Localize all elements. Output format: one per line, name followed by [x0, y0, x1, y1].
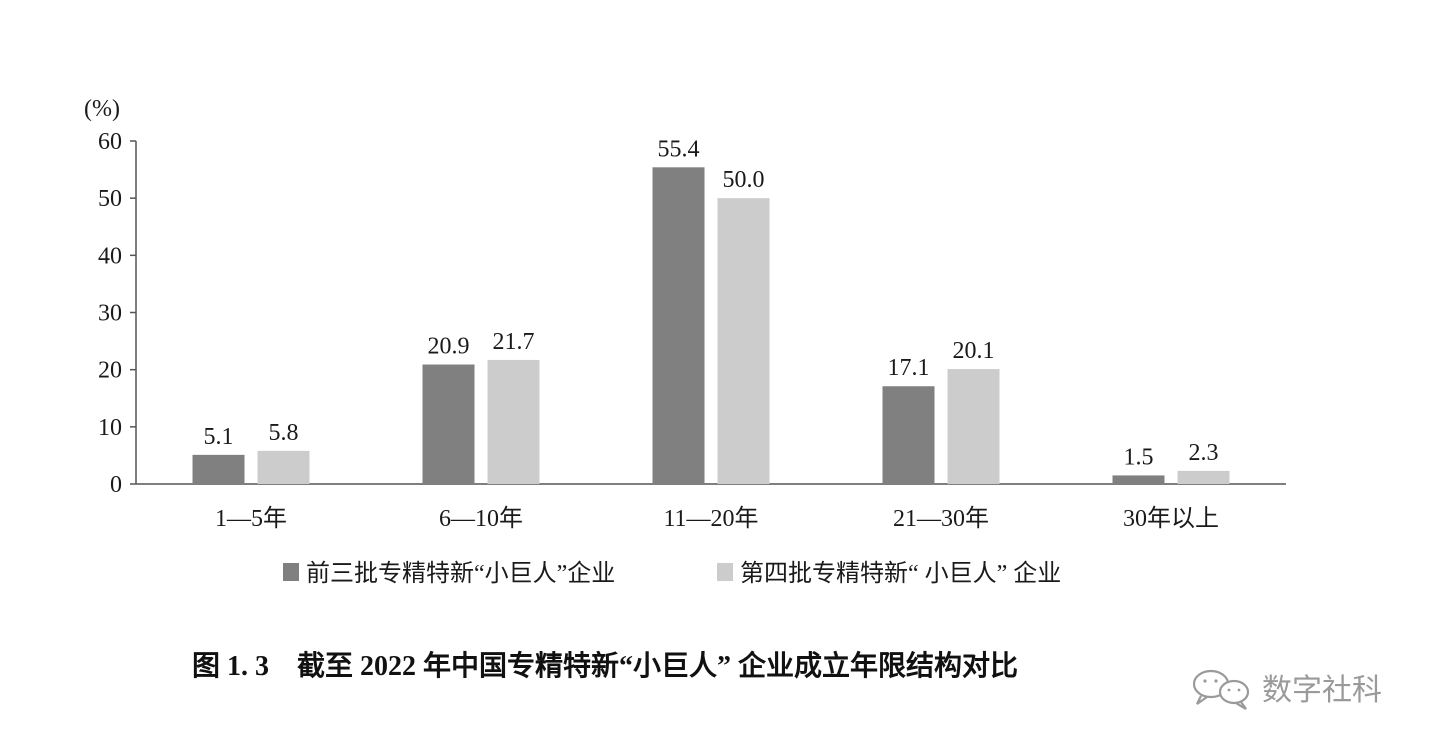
data-label-series-1: 17.1: [888, 355, 930, 381]
bar-series-1: [192, 454, 245, 484]
data-label-series-1: 1.5: [1124, 444, 1154, 470]
legend-swatch-series-1: [283, 563, 299, 581]
y-axis-unit-label: (%): [84, 96, 120, 122]
bar-series-1: [882, 386, 935, 484]
x-category-label: 30年以上: [1123, 505, 1219, 532]
bars: [192, 167, 1230, 484]
x-category-label: 11—20年: [663, 505, 758, 532]
y-tick-label: 50: [98, 186, 122, 212]
y-tick-label: 10: [98, 415, 122, 441]
legend: 前三批专精特新“小巨人”企业 第四批专精特新“ 小巨人” 企业: [283, 560, 1061, 587]
data-label-series-2: 21.7: [493, 329, 535, 355]
legend-label-series-2: 第四批专精特新“ 小巨人” 企业: [740, 560, 1061, 587]
y-axis-ticks: 0 10 20 30 40 50 60: [98, 129, 136, 498]
y-tick-label: 30: [98, 301, 122, 327]
bar-series-1: [422, 364, 475, 484]
bar-series-1: [652, 167, 705, 484]
watermark-text: 数字社科: [1262, 673, 1382, 708]
figure-caption: 图 1. 3 截至 2022 年中国专精特新“小巨人” 企业成立年限结构对比: [192, 649, 1018, 682]
data-label-series-2: 5.8: [269, 420, 299, 446]
data-label-series-1: 20.9: [428, 334, 470, 360]
x-category-label: 6—10年: [439, 505, 523, 532]
legend-label-series-1: 前三批专精特新“小巨人”企业: [306, 560, 615, 587]
bar-series-2: [1177, 470, 1230, 484]
y-tick-label: 40: [98, 243, 122, 269]
data-label-series-2: 20.1: [953, 338, 995, 364]
bar-series-1: [1112, 475, 1165, 484]
bar-series-2: [947, 369, 1000, 484]
legend-swatch-series-2: [717, 563, 733, 581]
x-axis-categories: 1—5年 6—10年 11—20年 21—30年 30年以上: [215, 505, 1219, 532]
bar-series-2: [487, 359, 540, 484]
y-tick-label: 0: [110, 472, 122, 498]
watermark: 数字社科: [1192, 669, 1382, 710]
data-label-series-2: 2.3: [1189, 440, 1219, 466]
data-label-series-2: 50.0: [723, 167, 765, 193]
bar-series-2: [257, 450, 310, 484]
y-tick-label: 20: [98, 358, 122, 384]
bar-series-2: [717, 198, 770, 484]
data-labels: 5.1 5.8 20.9 21.7 55.4 50.0 17.1 20.1 1.5 2.3: [204, 136, 1219, 470]
x-category-label: 21—30年: [893, 505, 989, 532]
chat-bubble-icon: [1192, 669, 1250, 710]
y-tick-label: 60: [98, 129, 122, 155]
x-category-label: 1—5年: [215, 505, 287, 532]
data-label-series-1: 5.1: [204, 424, 234, 450]
data-label-series-1: 55.4: [658, 136, 700, 162]
